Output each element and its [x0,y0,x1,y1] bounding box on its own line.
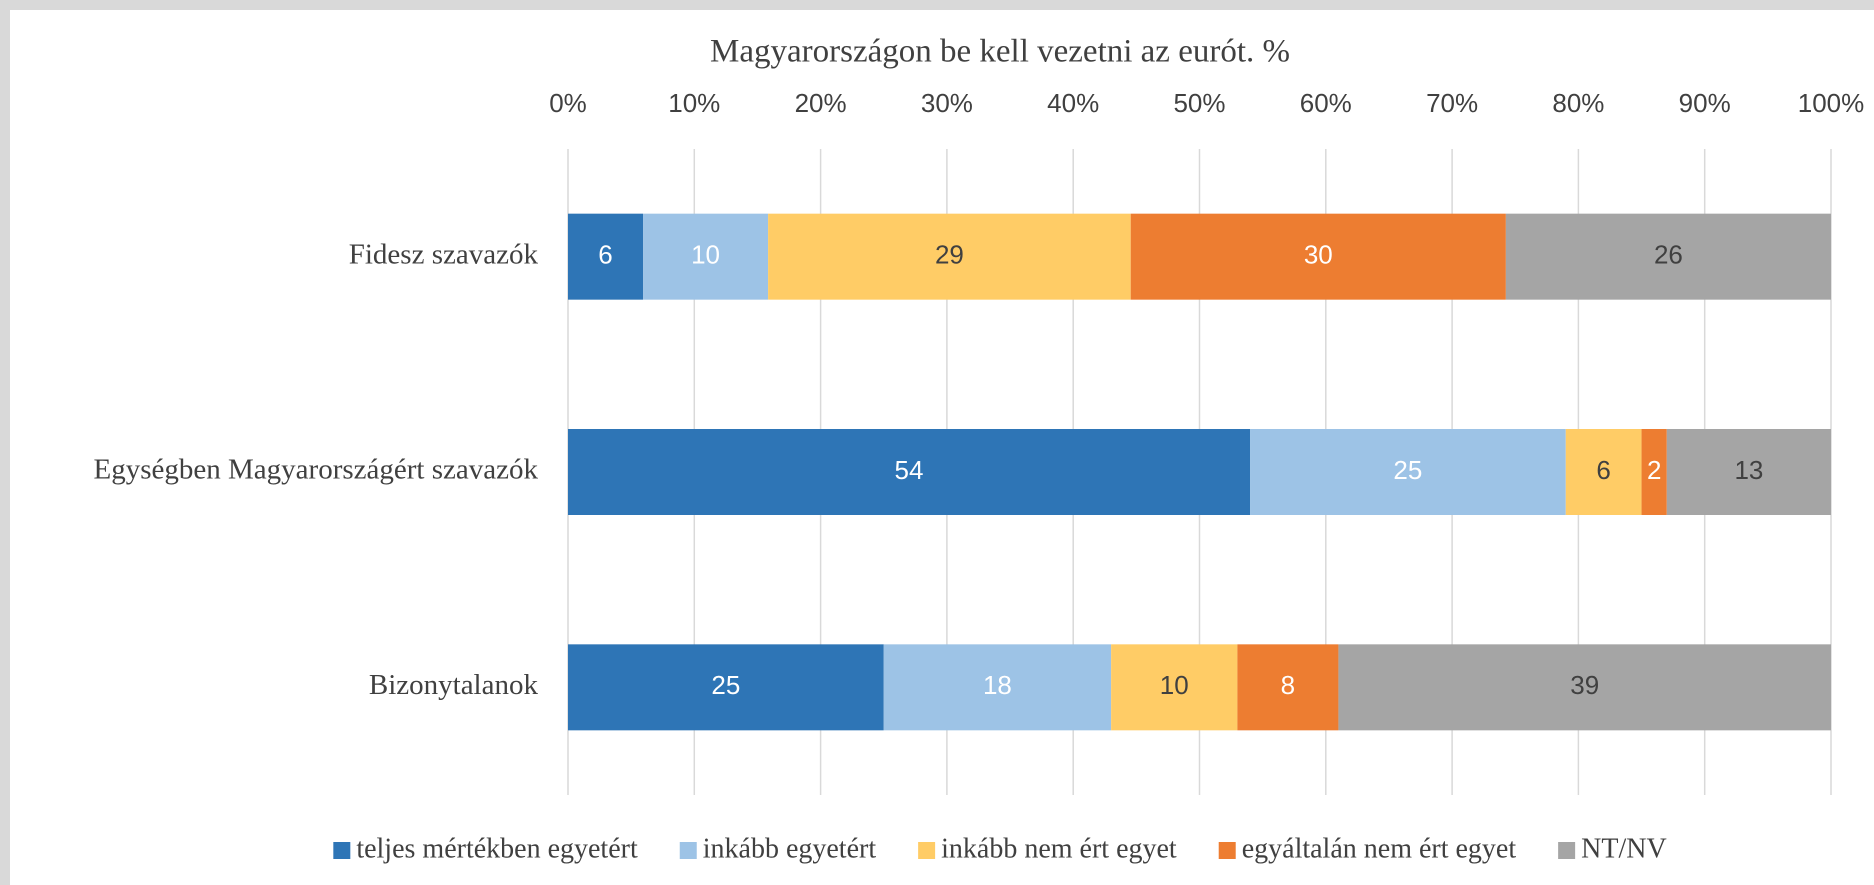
bar-segment [768,213,1131,300]
bar-segment [1666,429,1831,515]
bar-segment [568,429,1251,515]
data-label: 25 [1393,455,1422,485]
x-tick-label: 60% [1300,88,1352,118]
legend-swatch [918,842,936,859]
x-tick-label: 90% [1679,88,1731,118]
y-tick-label: Bizonytalanok [369,669,539,701]
x-tick-label: 0% [549,88,587,118]
legend-item: NT/NV [1558,833,1667,864]
data-label: 54 [895,455,924,485]
legend-label: inkább egyetért [703,833,877,864]
bar-segment [568,644,884,731]
bar-segment [1130,213,1506,300]
bar-segment [643,213,769,300]
data-label: 29 [935,240,964,270]
legend-label: NT/NV [1581,833,1667,864]
data-label: 39 [1570,670,1599,700]
legend-label: teljes mértékben egyetért [356,833,638,864]
x-tick-label: 40% [1047,88,1099,118]
data-label: 8 [1281,670,1295,700]
data-label: 6 [1596,455,1610,485]
bar-segment [1250,429,1566,515]
legend-label: inkább nem ért egyet [941,833,1177,864]
legend-item: inkább egyetért [679,833,877,864]
bar-segment [883,644,1112,731]
data-label: 2 [1647,455,1661,485]
data-label: 10 [691,240,720,270]
legend-swatch [679,842,697,859]
y-tick-label: Egységben Magyarországért szavazók [94,454,539,486]
x-tick-label: 100% [1798,88,1865,118]
chart-title: Magyarországon be kell vezetni az eurót.… [710,34,1290,70]
legend-swatch [1218,842,1236,859]
legend-label: egyáltalán nem ért egyet [1242,833,1517,864]
y-tick-label: Fidesz szavazók [349,238,539,270]
bar-segment [1338,644,1831,731]
x-tick-label: 50% [1173,88,1225,118]
bar-segment [1237,644,1339,731]
bar-segment [1565,429,1642,515]
legend: teljes mértékben egyetért inkább egyetért… [333,833,1667,864]
x-tick-label: 80% [1552,88,1604,118]
legend-item: inkább nem ért egyet [918,833,1177,864]
data-label: 18 [983,670,1012,700]
legend-swatch [333,842,351,859]
data-label: 25 [711,670,740,700]
x-tick-label: 10% [668,88,720,118]
x-tick-label: 30% [921,88,973,118]
bar-segment [1641,429,1667,515]
data-label: 13 [1734,455,1763,485]
x-tick-label: 20% [795,88,847,118]
bar-segment [1505,213,1831,300]
legend-swatch [1558,842,1576,859]
data-label: 30 [1304,240,1333,270]
bar-segment [1111,644,1238,731]
data-label: 10 [1160,670,1189,700]
data-label: 26 [1654,240,1683,270]
legend-item: egyáltalán nem ért egyet [1218,833,1517,864]
x-tick-label: 70% [1426,88,1478,118]
data-label: 6 [598,240,612,270]
legend-item: teljes mértékben egyetért [333,833,638,864]
bar-segment [568,213,644,300]
